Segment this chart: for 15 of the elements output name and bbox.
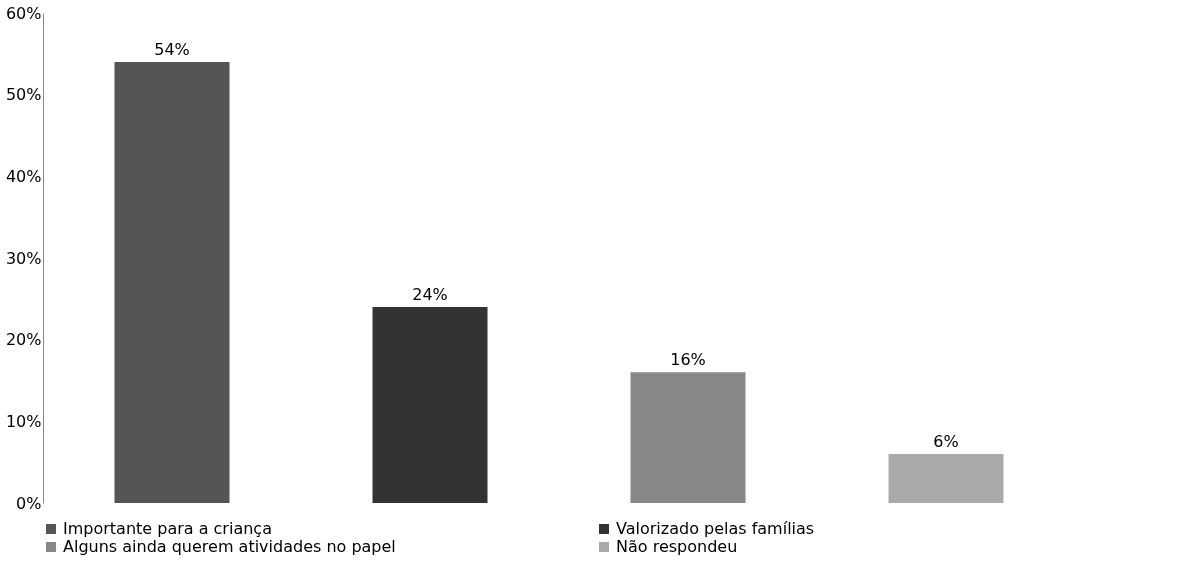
y-tick-label: 40%	[5, 166, 42, 186]
data-label: 24%	[412, 285, 448, 304]
data-label: 54%	[154, 40, 190, 59]
y-tick-label: 60%	[5, 3, 42, 23]
legend-label: Valorizado pelas famílias	[616, 519, 815, 538]
legend-label: Não respondeu	[616, 537, 738, 556]
data-label: 6%	[933, 432, 959, 451]
legend-label: Alguns ainda querem atividades no papel	[63, 537, 396, 556]
legend-label: Importante para a criança	[63, 519, 272, 538]
y-tick-label: 20%	[5, 330, 42, 350]
y-tick-label: 50%	[5, 85, 42, 105]
y-tick-label: 10%	[5, 411, 42, 431]
y-tick-label: 0%	[16, 493, 42, 513]
y-tick-label: 30%	[5, 248, 42, 268]
data-label: 16%	[670, 350, 706, 370]
